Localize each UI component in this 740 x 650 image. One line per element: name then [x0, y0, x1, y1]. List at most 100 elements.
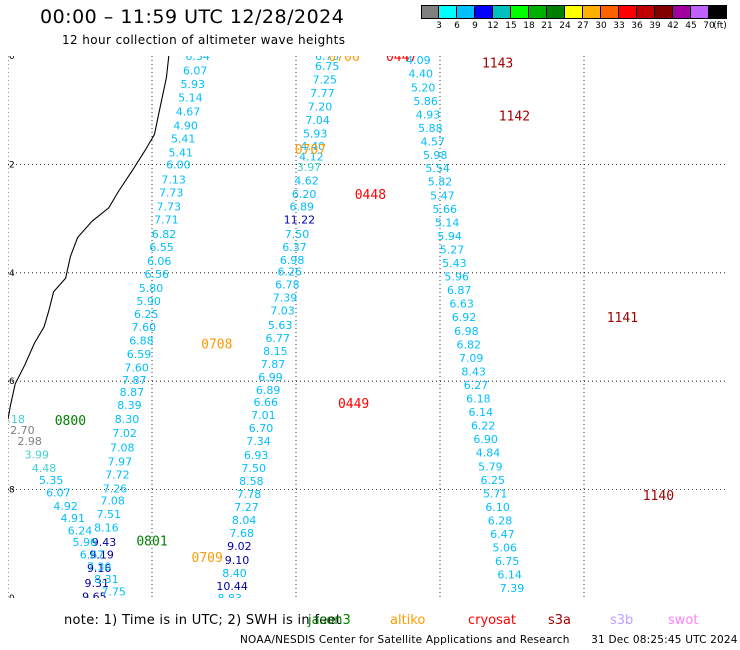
wave-height-value: 6.75 [315, 56, 340, 63]
wave-height-value: 4.62 [294, 175, 319, 188]
wave-height-value: 4.91 [61, 512, 86, 525]
pass-time-label: 0801 [136, 535, 167, 550]
wave-height-value: 6.34 [185, 56, 210, 63]
wave-height-value: 7.68 [230, 527, 255, 540]
wave-height-value: 5.86 [413, 95, 438, 108]
color-scale-swatch [547, 5, 565, 19]
wave-height-value: 6.10 [485, 501, 510, 514]
wave-height-value: 4.67 [176, 105, 201, 118]
wave-height-value: 7.39 [500, 582, 525, 595]
wave-height-value: 9.43 [92, 536, 117, 549]
generated-timestamp: 31 Dec 08:25:45 UTC 2024 [591, 634, 738, 646]
pass-time-label: 0708 [201, 337, 232, 352]
wave-height-value: 6.99 [258, 371, 283, 384]
wave-height-value: 2.70 [10, 424, 35, 437]
wave-height-value: 6.63 [449, 298, 474, 311]
wave-height-value: 6.82 [152, 228, 177, 241]
wave-height-value: 6.88 [129, 335, 154, 348]
wave-height-value: 8.16 [94, 522, 119, 535]
latitude-tick-label: -36 [8, 377, 15, 387]
latitude-tick-label: -40 [8, 594, 15, 598]
wave-height-value: 7.30 [87, 561, 112, 574]
wave-height-value: 7.08 [100, 494, 125, 507]
wave-height-value: 5.20 [411, 81, 436, 94]
wave-height-value: 5.96 [445, 271, 470, 284]
wave-height-value: 5.66 [433, 203, 458, 216]
wave-height-value: 7.02 [112, 427, 137, 440]
wave-height-value: 5.27 [440, 243, 465, 256]
wave-height-value: 8.43 [461, 365, 486, 378]
wave-height-value: 6.75 [495, 555, 520, 568]
wave-height-value: 6.77 [266, 332, 291, 345]
color-scale-swatch [493, 5, 511, 19]
color-scale-bar [421, 5, 727, 19]
wave-height-value: 5.90 [136, 295, 161, 308]
credit-text: NOAA/NESDIS Center for Satellite Applica… [240, 634, 570, 646]
wave-height-value: 6.07 [183, 65, 208, 78]
wave-height-value: 8.30 [115, 413, 140, 426]
wave-height-value: 5.14 [435, 216, 460, 229]
footer-credit: NOAA/NESDIS Center for Satellite Applica… [240, 634, 740, 646]
wave-height-value: 5.63 [268, 319, 293, 332]
wave-height-value: 5.98 [423, 149, 448, 162]
wave-height-value: 2.98 [17, 435, 42, 448]
pass-time-label: 0449 [338, 397, 369, 412]
wave-height-value: 6.07 [46, 486, 71, 499]
wave-height-value: 5.41 [171, 132, 196, 145]
color-scale-label: (ft) [713, 21, 727, 31]
color-scale-swatch [673, 5, 691, 19]
satellite-legend-item: altiko [390, 613, 426, 628]
color-scale-swatch [709, 5, 727, 19]
wave-height-value: 6.56 [145, 268, 170, 281]
wave-height-value: 6.59 [127, 348, 152, 361]
wave-height-value: 5.14 [178, 92, 203, 105]
wave-height-value: 5.94 [437, 230, 462, 243]
wave-height-value: 6.18 [466, 393, 491, 406]
wave-height-value: 6.67 [80, 549, 105, 562]
wave-height-value: 5.35 [39, 474, 64, 487]
wave-height-value: 4.40 [409, 67, 434, 80]
color-scale-label: 6 [454, 21, 460, 31]
color-scale-label: 70 [703, 21, 715, 31]
pass-time-label: 0448 [355, 188, 386, 203]
color-scale-label: 45 [685, 21, 697, 31]
wave-height-value: 7.39 [273, 292, 298, 305]
wave-height-value: 9.31 [85, 577, 110, 590]
wave-height-value: 7.80 [502, 596, 527, 598]
map-canvas: 150153156159162165-30-32-34-36-38-406.34… [8, 56, 728, 598]
wave-height-value: 6.00 [166, 158, 191, 171]
color-scale-swatch [439, 5, 457, 19]
wave-height-value: 6.78 [275, 279, 300, 292]
latitude-tick-label: -38 [8, 486, 15, 496]
wave-height-value: 7.26 [103, 483, 128, 496]
wave-height-value: 4.48 [32, 462, 57, 475]
wave-height-value: 5.80 [139, 282, 164, 295]
pass-time-label: 1142 [499, 110, 530, 125]
wave-height-value: 7.73 [159, 187, 184, 200]
wave-height-value: 5.88 [418, 122, 443, 135]
wave-height-value: 7.75 [101, 585, 126, 598]
wave-height-value: 6.89 [256, 384, 281, 397]
wave-height-value: 6.82 [457, 338, 482, 351]
color-scale-label: 30 [595, 21, 607, 31]
color-scale-swatch [475, 5, 493, 19]
wave-height-value: 5.43 [442, 257, 467, 270]
color-scale-label: 42 [667, 21, 679, 31]
color-scale-labels: 3 6 9 12 15 18 21 24 27 30 33 36 39 42 45 70 (ft) [421, 21, 740, 33]
color-scale-label: 39 [649, 21, 661, 31]
wave-height-value: 7.50 [242, 462, 267, 475]
wave-height-value: 9.02 [227, 540, 252, 553]
wave-height-value: 7.27 [234, 501, 259, 514]
wave-height-value: 4.12 [299, 150, 324, 163]
wave-height-value: 5.47 [430, 189, 455, 202]
wave-height-value: 4.93 [416, 109, 441, 122]
pass-time-label: 1141 [607, 311, 638, 326]
wave-height-value: 8.87 [120, 386, 145, 399]
pass-time-label: 1143 [482, 57, 513, 72]
latitude-tick-label: -32 [8, 160, 15, 170]
wave-height-value: 7.73 [157, 201, 182, 214]
wave-height-value: 9.19 [89, 549, 114, 562]
color-scale-label: 21 [541, 21, 553, 31]
wave-height-value: 5.93 [303, 128, 328, 141]
footer-note: note: 1) Time is in UTC; 2) SWH is in fe… [64, 613, 342, 628]
